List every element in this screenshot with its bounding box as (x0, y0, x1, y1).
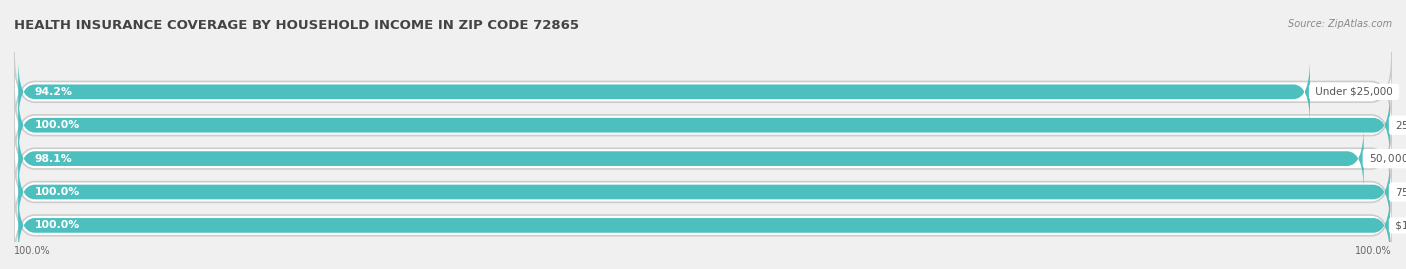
FancyBboxPatch shape (14, 119, 1392, 198)
Text: $100,000 and over: $100,000 and over (1392, 220, 1406, 231)
FancyBboxPatch shape (18, 193, 1391, 258)
FancyBboxPatch shape (14, 186, 1392, 265)
FancyBboxPatch shape (18, 159, 1391, 225)
Text: Source: ZipAtlas.com: Source: ZipAtlas.com (1288, 19, 1392, 29)
Text: 100.0%: 100.0% (35, 187, 80, 197)
Text: 100.0%: 100.0% (14, 246, 51, 256)
Text: Under $25,000: Under $25,000 (1312, 87, 1396, 97)
Text: $50,000 to $74,999: $50,000 to $74,999 (1365, 152, 1406, 165)
Text: 100.0%: 100.0% (35, 220, 80, 231)
Text: 100.0%: 100.0% (35, 120, 80, 130)
Text: 94.2%: 94.2% (35, 87, 73, 97)
FancyBboxPatch shape (18, 59, 1310, 125)
FancyBboxPatch shape (18, 126, 1364, 191)
Text: $75,000 to $99,999: $75,000 to $99,999 (1392, 186, 1406, 199)
Text: 100.0%: 100.0% (1355, 246, 1392, 256)
Text: $25,000 to $49,999: $25,000 to $49,999 (1392, 119, 1406, 132)
FancyBboxPatch shape (14, 86, 1392, 165)
Text: 98.1%: 98.1% (35, 154, 73, 164)
Text: HEALTH INSURANCE COVERAGE BY HOUSEHOLD INCOME IN ZIP CODE 72865: HEALTH INSURANCE COVERAGE BY HOUSEHOLD I… (14, 19, 579, 32)
FancyBboxPatch shape (18, 93, 1391, 158)
FancyBboxPatch shape (14, 52, 1392, 132)
FancyBboxPatch shape (14, 152, 1392, 232)
